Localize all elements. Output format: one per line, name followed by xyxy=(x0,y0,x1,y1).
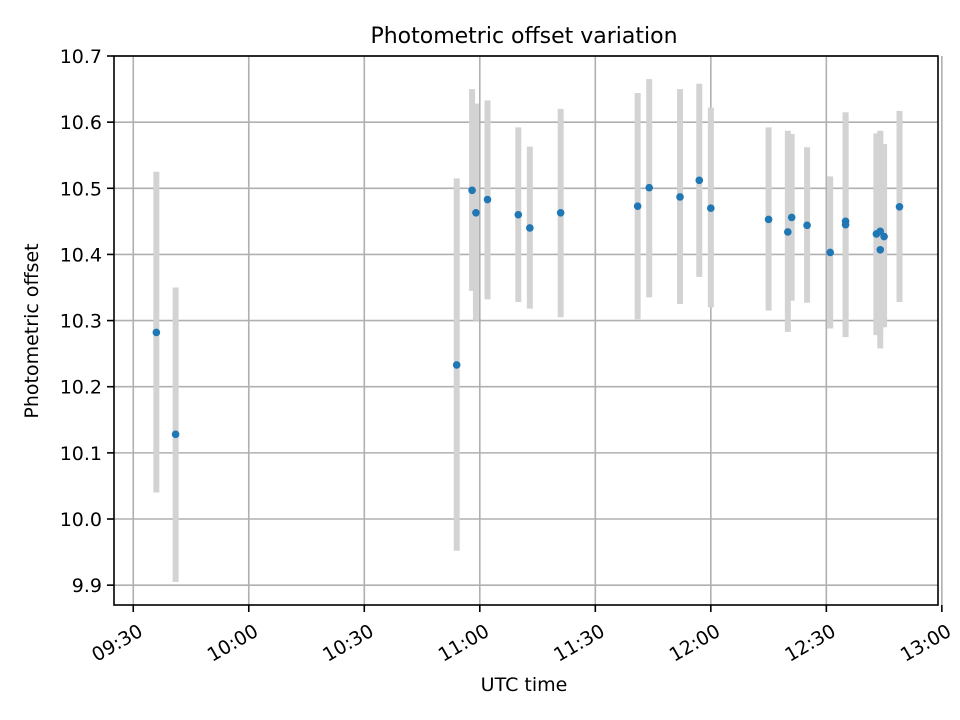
data-point xyxy=(514,210,523,219)
data-point xyxy=(880,232,888,241)
data-point xyxy=(841,217,850,226)
data-point xyxy=(171,430,180,439)
y-tick-label: 9.9 xyxy=(72,575,102,597)
y-axis-ticks: 9.9 10.0 10.1 10.2 10.3 10.4 10.5 10.6 10.7 xyxy=(60,46,114,597)
x-axis-label: UTC time xyxy=(481,674,568,696)
y-tick-label: 10.7 xyxy=(60,46,102,68)
data-point xyxy=(803,221,811,230)
data-point xyxy=(472,208,480,217)
y-tick-label: 10.3 xyxy=(60,311,102,333)
axes-frame xyxy=(113,55,939,606)
x-axis-ticks: 09:30 10:00 10:30 11:00 11:30 12:00 12:30 13:00 xyxy=(88,605,955,666)
x-tick-label: 12:00 xyxy=(666,620,724,666)
data-point xyxy=(895,203,904,211)
x-tick-label: 09:30 xyxy=(88,620,146,666)
y-axis-label: Photometric offset xyxy=(21,243,43,418)
data-point xyxy=(826,248,834,257)
data-point xyxy=(876,227,885,236)
data-point xyxy=(526,224,534,232)
x-tick-label: 11:00 xyxy=(435,620,493,666)
y-tick-label: 10.1 xyxy=(60,443,102,465)
x-tick-label: 10:30 xyxy=(319,620,377,666)
data-point xyxy=(152,328,161,337)
data-point xyxy=(645,183,654,192)
grid-lines xyxy=(114,55,943,605)
x-tick-label: 13:00 xyxy=(897,620,955,666)
data-point xyxy=(633,202,642,210)
data-point xyxy=(707,204,715,212)
chart-title: Photometric offset variation xyxy=(370,24,677,49)
y-tick-label: 10.6 xyxy=(60,112,102,134)
x-tick-label: 10:00 xyxy=(204,620,262,666)
data-point xyxy=(483,195,492,204)
plot-area: 09:30 10:00 10:30 11:00 11:30 12:00 12:30 13:00… xyxy=(60,46,955,666)
data-points xyxy=(152,176,904,439)
data-point xyxy=(695,176,704,185)
data-point xyxy=(452,361,461,369)
data-point xyxy=(876,246,885,254)
data-point xyxy=(556,208,565,217)
data-point xyxy=(787,213,796,222)
y-tick-label: 10.0 xyxy=(60,509,102,531)
data-point xyxy=(764,215,773,224)
y-tick-label: 10.5 xyxy=(60,178,102,200)
error-bars xyxy=(153,79,903,582)
y-tick-label: 10.2 xyxy=(60,377,102,399)
data-point xyxy=(784,228,792,236)
x-tick-label: 11:30 xyxy=(550,620,608,666)
x-tick-label: 12:30 xyxy=(781,620,839,666)
y-tick-label: 10.4 xyxy=(60,244,102,266)
data-point xyxy=(676,193,684,201)
data-point xyxy=(468,186,476,195)
